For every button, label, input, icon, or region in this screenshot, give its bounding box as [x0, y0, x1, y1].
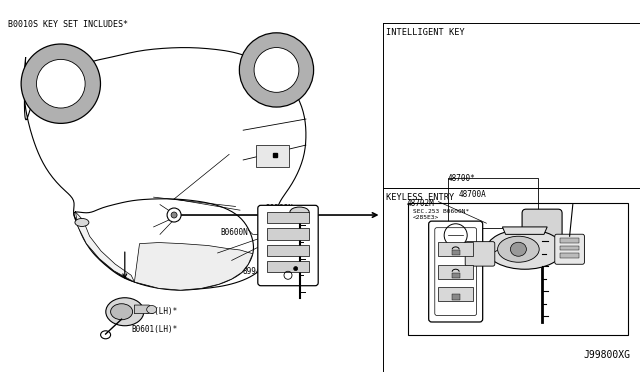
Polygon shape [134, 243, 253, 290]
Bar [268, 228, 309, 240]
Bar [438, 287, 473, 301]
Bar [408, 203, 628, 335]
Text: 89942X: 89942X [243, 267, 271, 276]
Bar [256, 145, 289, 167]
Polygon shape [134, 305, 152, 314]
Circle shape [21, 44, 100, 124]
Text: KEYLESS ENTRY: KEYLESS ENTRY [386, 193, 454, 202]
Bar [268, 261, 309, 272]
Ellipse shape [147, 305, 157, 314]
FancyBboxPatch shape [522, 209, 562, 240]
Text: J99800XG: J99800XG [584, 350, 630, 360]
Text: INTELLIGENT KEY: INTELLIGENT KEY [386, 28, 465, 37]
Text: SEC.253 B0600N*
<285E3>: SEC.253 B0600N* <285E3> [413, 209, 469, 220]
Bar [560, 253, 579, 258]
Text: B0601(LH)*: B0601(LH)* [131, 325, 177, 334]
Text: 28268N: 28268N [266, 204, 293, 213]
FancyBboxPatch shape [465, 242, 495, 266]
Bar [448, 178, 538, 228]
Ellipse shape [510, 242, 526, 256]
Bar [560, 246, 579, 250]
Bar [438, 265, 473, 279]
FancyBboxPatch shape [429, 221, 483, 322]
Bar [560, 238, 579, 243]
Text: 48702M: 48702M [406, 199, 434, 208]
Circle shape [254, 48, 299, 92]
Bar [268, 245, 309, 256]
Bar [452, 273, 460, 278]
Polygon shape [502, 227, 547, 234]
Text: 48700*: 48700* [448, 174, 476, 183]
Text: B0601(LH)*: B0601(LH)* [131, 307, 177, 316]
Circle shape [171, 212, 177, 218]
Polygon shape [76, 212, 134, 282]
Circle shape [294, 267, 298, 270]
Ellipse shape [111, 304, 132, 320]
Ellipse shape [106, 298, 144, 326]
FancyBboxPatch shape [555, 234, 584, 264]
FancyBboxPatch shape [258, 205, 318, 286]
Circle shape [167, 208, 181, 222]
Bar [268, 212, 309, 223]
Text: B0600N: B0600N [221, 228, 248, 237]
Text: B0010S KEY SET INCLUDES*: B0010S KEY SET INCLUDES* [8, 20, 129, 29]
Text: 48700A: 48700A [458, 190, 486, 199]
Ellipse shape [497, 236, 539, 262]
Circle shape [36, 60, 85, 108]
Bar [438, 243, 473, 257]
Circle shape [239, 33, 314, 107]
Ellipse shape [486, 229, 563, 269]
Ellipse shape [290, 207, 309, 217]
Bar [452, 250, 460, 256]
Ellipse shape [75, 218, 89, 227]
Bar [452, 294, 460, 300]
